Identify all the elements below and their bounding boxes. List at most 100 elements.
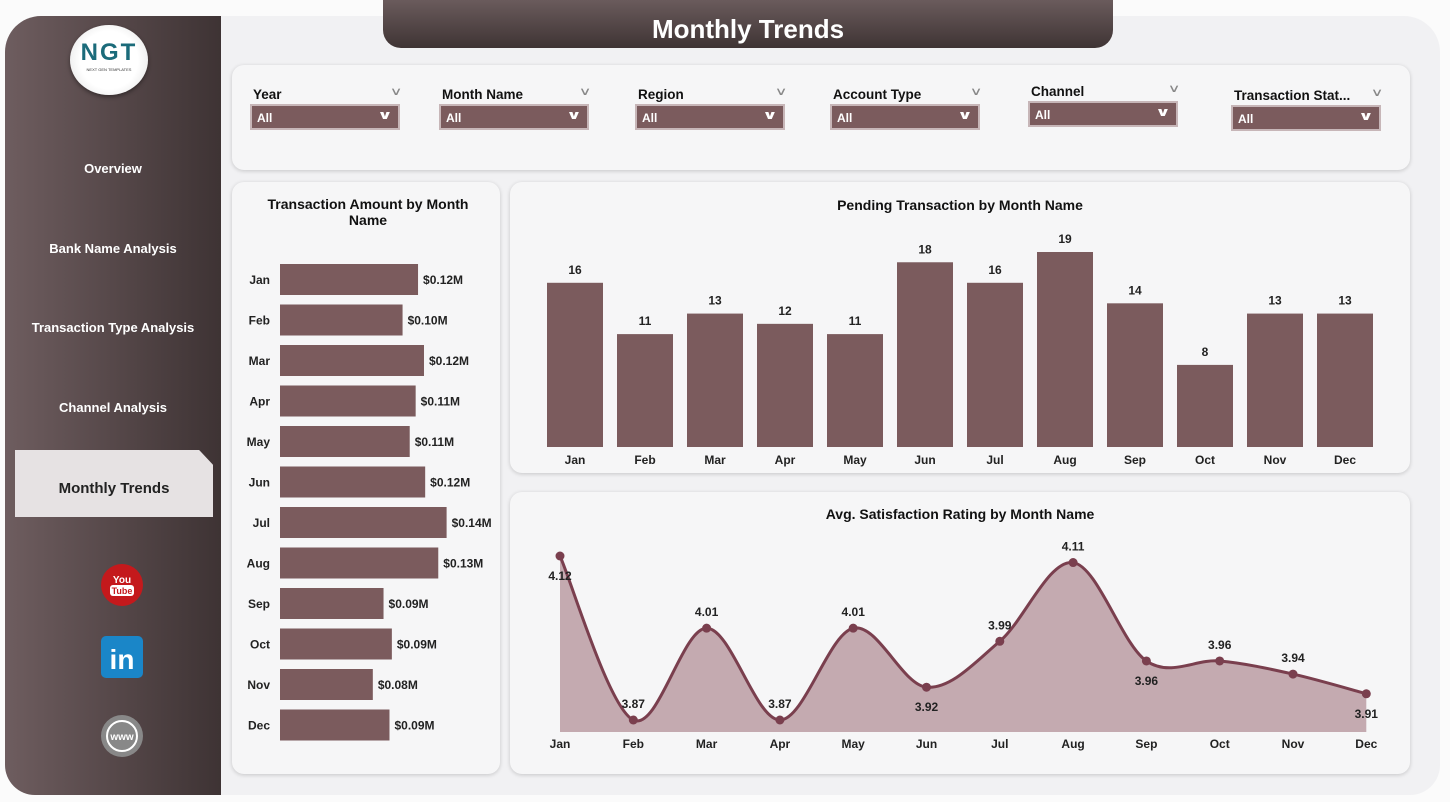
data-label: 4.01 xyxy=(842,605,866,619)
data-label: $0.08M xyxy=(378,678,418,692)
data-label: 12 xyxy=(778,304,792,318)
chevron-down-icon: ∨ xyxy=(377,108,393,122)
chevron-down-icon[interactable]: ∨ xyxy=(578,86,592,98)
chevron-down-icon[interactable]: ∨ xyxy=(1370,87,1384,99)
bar xyxy=(547,282,603,447)
axis-label: Aug xyxy=(1053,453,1076,467)
filter-label: Transaction Stat... xyxy=(1234,88,1351,103)
axis-label: Mar xyxy=(249,354,271,368)
filter-dropdown[interactable]: All ∨ xyxy=(635,104,785,130)
filter-label: Month Name xyxy=(442,87,523,102)
chevron-down-icon[interactable]: ∨ xyxy=(389,86,403,98)
axis-label: Feb xyxy=(634,453,655,467)
axis-label: Feb xyxy=(623,737,644,751)
chevron-down-icon: ∨ xyxy=(762,108,778,122)
data-label: 3.96 xyxy=(1208,638,1232,652)
axis-label: Dec xyxy=(1334,453,1356,467)
axis-label: Oct xyxy=(1210,737,1230,751)
filter-dropdown[interactable]: All ∨ xyxy=(1028,101,1178,127)
axis-label: Nov xyxy=(1264,453,1287,467)
svg-text:Tube: Tube xyxy=(112,586,133,596)
nav-channel-analysis[interactable]: Channel Analysis xyxy=(59,400,167,415)
chevron-down-icon[interactable]: ∨ xyxy=(1167,83,1181,95)
nav-overview[interactable]: Overview xyxy=(84,161,142,176)
bar xyxy=(687,313,743,447)
page-title: Monthly Trends xyxy=(383,0,1113,48)
data-label: 19 xyxy=(1058,232,1072,246)
filter-label: Channel xyxy=(1031,84,1085,99)
axis-label: Apr xyxy=(775,453,796,467)
nav-bank-name-analysis[interactable]: Bank Name Analysis xyxy=(49,241,177,256)
data-label: 11 xyxy=(849,314,862,328)
bar xyxy=(1247,313,1303,447)
globe-icon[interactable]: www xyxy=(100,714,144,758)
bar xyxy=(617,334,673,447)
bar xyxy=(757,323,813,447)
data-label: 13 xyxy=(708,294,722,308)
data-point xyxy=(995,636,1005,646)
bar xyxy=(967,282,1023,447)
data-label: $0.11M xyxy=(421,395,460,409)
satisfaction-chart-title: Avg. Satisfaction Rating by Month Name xyxy=(825,506,1095,522)
data-label: $0.09M xyxy=(389,597,429,611)
axis-label: Jul xyxy=(253,516,270,530)
data-label: 13 xyxy=(1338,294,1352,308)
data-label: 4.11 xyxy=(1062,540,1085,554)
data-point xyxy=(1141,656,1151,666)
axis-label: Apr xyxy=(249,395,270,409)
axis-label: Oct xyxy=(250,638,270,652)
logo: NGT NEXT GEN TEMPLATES xyxy=(70,25,148,95)
data-label: 11 xyxy=(639,314,652,328)
filter-dropdown[interactable]: All ∨ xyxy=(439,104,589,130)
data-label: 16 xyxy=(568,263,582,277)
filter-dropdown[interactable]: All ∨ xyxy=(1231,105,1381,131)
bar xyxy=(280,264,419,295)
data-label: 3.91 xyxy=(1355,707,1379,721)
filter-dropdown[interactable]: All ∨ xyxy=(250,104,400,130)
data-point xyxy=(555,551,565,561)
chevron-down-icon: ∨ xyxy=(566,108,582,122)
nav-monthly-trends[interactable]: Monthly Trends xyxy=(15,450,213,517)
nav-transaction-type-analysis[interactable]: Transaction Type Analysis xyxy=(31,320,195,335)
data-label: $0.12M xyxy=(429,354,469,368)
data-label: 3.92 xyxy=(915,700,939,714)
chevron-down-icon[interactable]: ∨ xyxy=(969,86,983,98)
data-point xyxy=(922,682,931,692)
satisfaction-chart: 4.12 Jan 3.87 Feb 4.01 Mar 3.87 Apr 4.01 May 3.92 J… xyxy=(548,540,1379,751)
axis-label: May xyxy=(247,435,271,449)
pending-chart: 16 Jan 11 Feb 13 Mar 12 Apr 11 May 18 Jun 16 Jul 19 Aug… xyxy=(547,232,1373,467)
bar xyxy=(280,628,392,660)
data-label: $0.12M xyxy=(423,273,463,287)
data-label: $0.13M xyxy=(443,557,483,571)
linkedin-icon[interactable]: in xyxy=(100,635,144,679)
axis-label: Jan xyxy=(249,273,270,287)
axis-label: Jul xyxy=(991,737,1008,751)
data-label: 3.99 xyxy=(988,618,1012,632)
bar xyxy=(280,588,384,619)
data-label: 18 xyxy=(918,242,932,256)
filter-value: All xyxy=(257,111,273,125)
axis-label: Jul xyxy=(986,453,1003,467)
data-label: $0.12M xyxy=(430,476,470,490)
bar xyxy=(1317,313,1373,447)
amount-chart: Jan $0.12M Feb $0.10M Mar $0.12M Apr $0.11M May $… xyxy=(247,264,492,741)
data-label: 14 xyxy=(1128,283,1142,297)
axis-label: Mar xyxy=(696,737,718,751)
bar xyxy=(1107,303,1163,447)
axis-label: Aug xyxy=(1061,737,1084,751)
data-point xyxy=(775,715,785,725)
data-label: 3.87 xyxy=(622,697,646,711)
filter-value: All xyxy=(642,111,658,125)
filter-value: All xyxy=(446,111,462,125)
data-point xyxy=(702,623,712,633)
data-point xyxy=(1068,558,1078,568)
bar xyxy=(280,709,390,741)
bar xyxy=(1037,252,1093,447)
axis-label: Sep xyxy=(1135,737,1157,751)
filter-dropdown[interactable]: All ∨ xyxy=(830,104,980,130)
axis-label: May xyxy=(843,453,867,467)
chevron-down-icon[interactable]: ∨ xyxy=(774,86,788,98)
bar xyxy=(280,426,410,457)
area-fill xyxy=(560,556,1367,732)
